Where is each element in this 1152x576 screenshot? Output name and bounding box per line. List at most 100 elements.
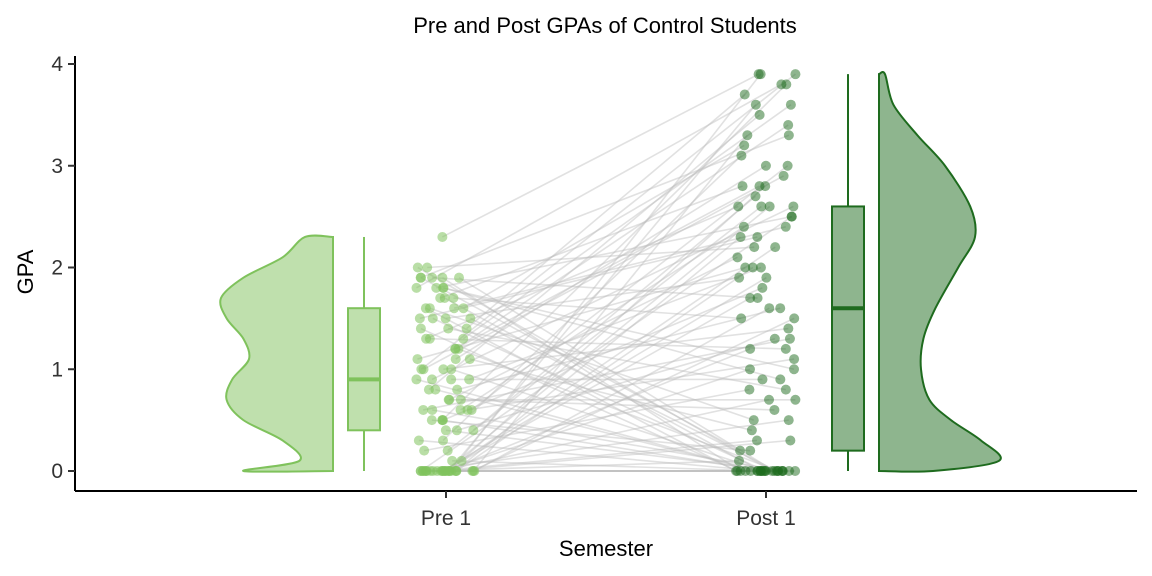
x-axis: Pre 1 Post 1 [75,490,1137,530]
pair-line [445,429,779,472]
point-pre [465,313,476,324]
point-post [745,343,756,354]
x-tick-label: Pre 1 [421,507,471,530]
point-pre [421,333,432,344]
point-post [783,130,794,141]
point-pre [466,404,477,415]
points-layer [411,69,801,476]
pair-line [473,307,770,472]
point-post [740,262,751,273]
pair-line [466,93,746,330]
point-post [773,466,784,476]
pair-line [441,83,787,421]
point-pre [419,445,430,456]
point-pre [469,466,480,476]
pair-line [442,154,742,442]
point-post [775,374,786,385]
density-pre [219,234,334,473]
point-pre [431,282,442,293]
x-tick-label: Post 1 [736,507,796,530]
pair-line [469,358,753,432]
point-post [736,150,747,161]
pair-line [453,226,786,309]
pair-line [420,215,793,472]
pair-line [472,317,795,472]
point-pre [440,313,451,324]
pair-line [450,73,762,472]
pair-line [425,205,739,340]
point-pre [415,272,426,283]
point-post [748,415,759,426]
pair-line [420,134,790,279]
point-post [780,221,791,232]
point-post [782,160,793,171]
point-pre [439,293,450,304]
point-pre [468,425,479,436]
pair-line [423,337,791,411]
point-post [780,384,791,395]
pair-line [427,246,755,269]
point-pre [427,404,438,415]
point-pre [464,374,475,385]
pair-line [445,348,751,472]
point-post [738,221,749,232]
pair-line [424,388,750,452]
point-post [732,252,743,263]
pair-line [458,276,775,472]
point-post [790,394,801,405]
density-layer [219,71,1002,473]
pair-line [416,378,758,472]
point-pre [418,364,429,375]
pair-line [420,73,796,370]
point-post [776,79,787,90]
point-pre [415,323,426,334]
point-post [756,201,767,212]
point-post [789,354,800,365]
point-pre [442,445,453,456]
point-post [736,313,747,324]
point-pre [448,293,459,304]
y-tick-label: 1 [51,358,63,381]
pair-line [431,205,794,381]
pair-line [442,368,751,472]
point-post [753,69,764,80]
pair-line [462,104,792,340]
pair-line [416,83,782,289]
point-pre [438,435,449,446]
point-pre [446,364,457,375]
point-pre [426,415,437,426]
point-pre [414,313,425,324]
point-post [764,394,775,405]
pair-line [452,460,761,472]
point-post [784,466,795,476]
pair-line [425,307,737,472]
pair-line [443,297,751,472]
pair-line [442,287,763,421]
point-pre [420,303,431,314]
point-post [789,364,800,375]
point-pre [427,272,438,283]
point-post [755,466,766,476]
point-post [783,120,794,131]
pair-line [417,266,746,360]
point-pre [427,313,438,324]
point-pre [412,354,423,365]
pair-line [440,398,770,472]
point-pre [425,466,436,476]
pair-line [420,276,741,452]
pair-line [449,185,766,472]
pair-line [445,276,740,320]
pair-line [420,327,738,472]
point-pre [447,455,458,466]
point-pre [450,343,461,354]
point-pre [438,364,449,375]
point-post [744,384,755,395]
point-pre [412,262,423,273]
point-post [783,323,794,334]
point-pre [458,303,469,314]
pair-line [456,337,776,432]
point-pre [438,415,449,426]
boxplot-post-box [831,205,865,452]
pair-line [467,358,795,411]
